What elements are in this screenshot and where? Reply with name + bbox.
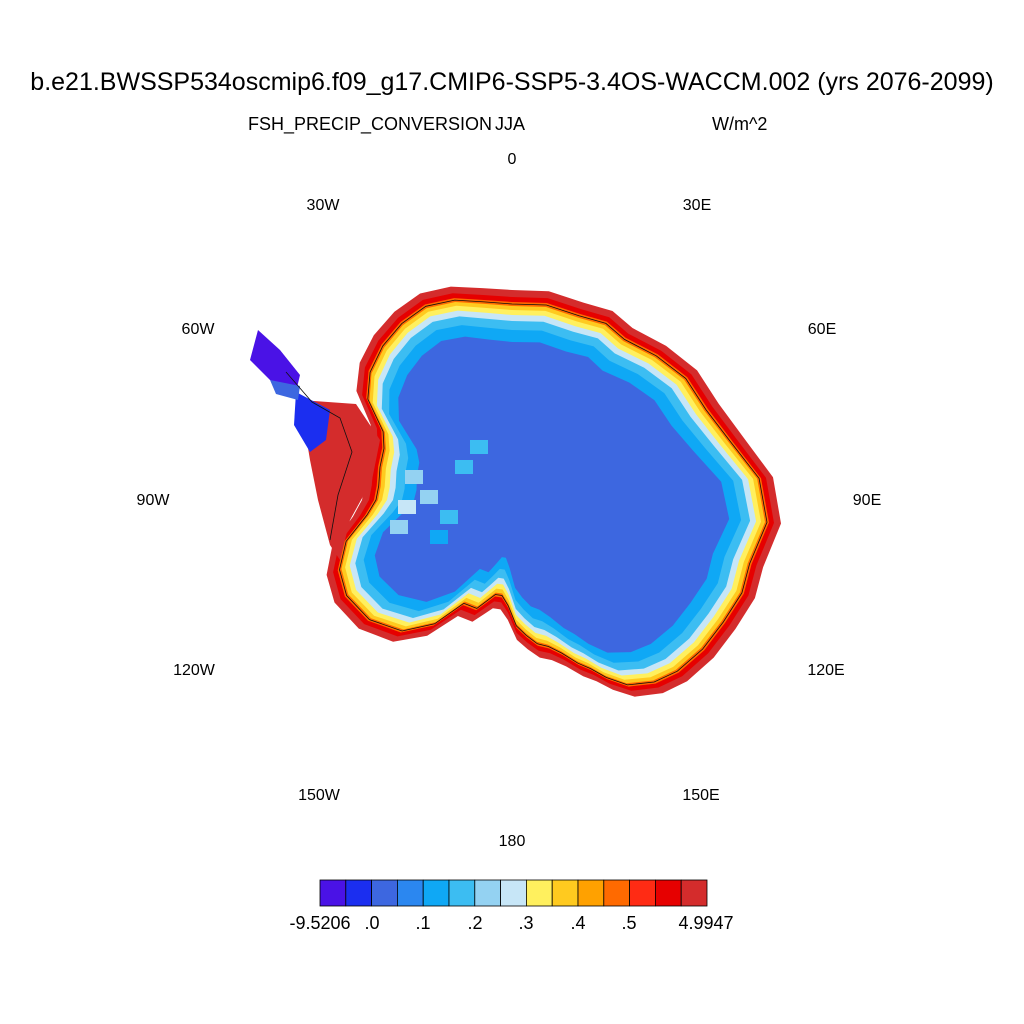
colorbar-swatch <box>603 879 630 907</box>
lon-label-0: 0 <box>507 151 517 168</box>
antarctic-continent-field <box>326 286 781 697</box>
plot-title: b.e21.BWSSP534oscmip6.f09_g17.CMIP6-SSP5… <box>30 68 994 96</box>
colorbar-label: .1 <box>415 913 431 933</box>
lon-label-90w: 90W <box>136 492 170 509</box>
units-label: W/m^2 <box>712 114 768 134</box>
lon-label-150e: 150E <box>682 787 720 804</box>
colorbar-swatch <box>319 879 347 907</box>
lon-label-30e: 30E <box>682 197 712 214</box>
colorbar-label: .5 <box>621 913 637 933</box>
colorbar-label: .2 <box>467 913 483 933</box>
colorbar-swatch <box>629 879 656 907</box>
colorbar-label-max: 4.9947 <box>678 913 734 933</box>
field-grid-cell <box>470 440 488 454</box>
colorbar-swatch <box>474 879 501 907</box>
colorbar-swatch <box>655 879 682 907</box>
colorbar-label: .4 <box>570 913 586 933</box>
peninsula-field-cell <box>250 330 300 392</box>
coastline-path <box>339 299 768 686</box>
peninsula-coastline-path <box>285 371 353 541</box>
colorbar-swatch <box>371 879 398 907</box>
colorbar-swatch <box>448 879 476 907</box>
field-contour-band <box>374 336 730 653</box>
field-grid-cell <box>455 460 473 474</box>
lon-label-150w: 150W <box>298 787 340 804</box>
colorbar <box>319 879 708 907</box>
colorbar-swatch <box>577 879 605 907</box>
field-grid-cell <box>398 500 416 514</box>
colorbar-swatch <box>396 879 424 907</box>
lon-label-180: 180 <box>498 833 526 850</box>
colorbar-swatch <box>345 879 372 907</box>
colorbar-swatch <box>422 879 450 907</box>
lon-label-60e: 60E <box>807 321 837 338</box>
lon-label-120w: 120W <box>173 662 215 679</box>
colorbar-label-min: -9.5206 <box>289 913 351 933</box>
field-grid-cell <box>405 470 423 484</box>
colorbar-swatch <box>526 879 553 907</box>
colorbar-swatch <box>680 879 708 907</box>
field-grid-cell <box>390 520 408 534</box>
lon-label-60w: 60W <box>181 321 215 338</box>
coastline <box>285 299 768 686</box>
lon-label-30w: 30W <box>306 197 340 214</box>
colorbar-label: .0 <box>364 913 380 933</box>
variable-name: FSH_PRECIP_CONVERSION <box>248 114 493 134</box>
field-grid-cell <box>430 530 448 544</box>
field-grid-cell <box>440 510 458 524</box>
season-label: JJA <box>495 114 526 134</box>
colorbar-swatch <box>500 879 527 907</box>
colorbar-swatch <box>551 879 579 907</box>
peninsula-field-cell <box>270 380 300 400</box>
lon-label-90e: 90E <box>852 492 882 509</box>
field-grid-cell <box>420 490 438 504</box>
lon-label-120e: 120E <box>807 662 845 679</box>
colorbar-label: .3 <box>518 913 534 933</box>
